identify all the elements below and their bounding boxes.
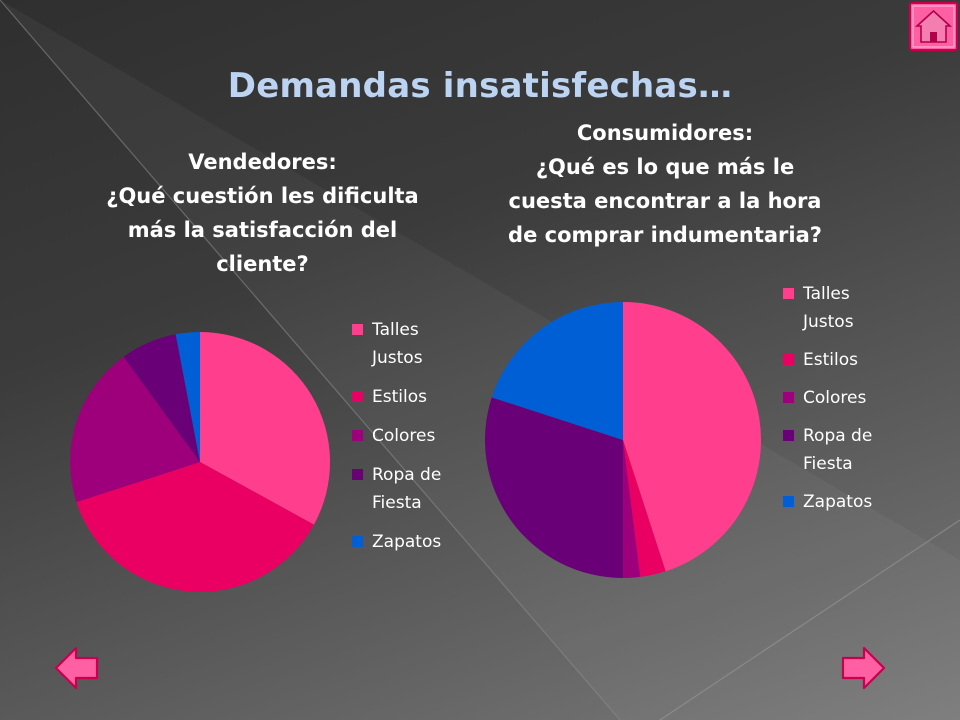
consumidores-chart-title: Consumidores: ¿Qué es lo que más le cues… <box>480 116 850 252</box>
pie-slice-estilos <box>623 440 666 577</box>
pie-slice-zapatos <box>175 332 200 462</box>
pie-slice-ropa-de-fiesta <box>123 334 200 462</box>
legend-label-fiesta: Fiesta <box>803 454 853 474</box>
legend-label-estilos: Estilos <box>803 350 858 370</box>
consumidores-legend: Talles Justos Estilos Colores Ropa de Fies… <box>783 280 893 526</box>
legend-label-fiesta: Fiesta <box>372 493 422 513</box>
legend-item-ropa-de-fiesta: Ropa de Fiesta <box>783 422 893 478</box>
legend-label-estilos: Estilos <box>372 387 427 407</box>
legend-label-talles: Talles <box>372 320 419 340</box>
legend-swatch-ropa-de-fiesta <box>783 430 794 441</box>
legend-swatch-estilos <box>783 354 794 365</box>
legend-item-estilos: Estilos <box>783 346 893 374</box>
pie-slice-ropa-de-fiesta <box>485 397 623 578</box>
arrow-left-icon <box>54 646 99 690</box>
legend-item-talles-justos: Talles Justos <box>783 280 893 336</box>
pie-slice-colores <box>623 440 641 578</box>
legend-item-colores: Colores <box>783 384 893 412</box>
legend-swatch-colores <box>352 430 363 441</box>
home-icon <box>909 2 958 51</box>
legend-label-justos: Justos <box>372 348 423 368</box>
legend-swatch-zapatos <box>352 536 363 547</box>
legend-label-zapatos: Zapatos <box>372 532 442 552</box>
pie-slice-talles-justos <box>623 302 761 572</box>
legend-swatch-colores <box>783 392 794 403</box>
pie-slice-talles-justos <box>200 332 330 525</box>
vendedores-title-line-1: Vendedores: <box>188 150 337 174</box>
legend-item-ropa-de-fiesta: Ropa de Fiesta <box>352 461 462 517</box>
legend-swatch-zapatos <box>783 496 794 507</box>
legend-item-talles-justos: Talles Justos <box>352 316 462 372</box>
legend-item-zapatos: Zapatos <box>783 488 893 516</box>
legend-swatch-estilos <box>352 391 363 402</box>
arrow-right-icon <box>841 646 886 690</box>
legend-label-colores: Colores <box>372 426 436 446</box>
legend-label-talles: Talles <box>803 284 850 304</box>
legend-swatch-ropa-de-fiesta <box>352 469 363 480</box>
legend-item-estilos: Estilos <box>352 383 462 411</box>
vendedores-legend: Talles Justos Estilos Colores Ropa de Fies… <box>352 316 462 567</box>
consumidores-title-line-3: cuesta encontrar a la hora <box>508 189 822 213</box>
home-button[interactable] <box>909 2 958 51</box>
next-slide-button[interactable] <box>840 645 886 691</box>
legend-swatch-talles-justos <box>352 324 363 335</box>
consumidores-title-line-4: de comprar indumentaria? <box>508 223 822 247</box>
legend-label-ropa-de: Ropa de <box>372 465 442 485</box>
pie-slice-colores <box>70 356 201 503</box>
consumidores-title-line-1: Consumidores: <box>576 121 754 145</box>
legend-label-colores: Colores <box>803 388 867 408</box>
consumidores-title-line-2: ¿Qué es lo que más le <box>535 155 795 179</box>
consumidores-pie-chart <box>485 302 761 578</box>
vendedores-title-line-2: ¿Qué cuestión les dificulta <box>106 184 419 208</box>
legend-label-ropa-de: Ropa de <box>803 426 873 446</box>
legend-item-colores: Colores <box>352 422 462 450</box>
legend-item-zapatos: Zapatos <box>352 528 462 556</box>
previous-slide-button[interactable] <box>54 645 100 691</box>
vendedores-chart-title: Vendedores: ¿Qué cuestión les dificulta … <box>90 145 435 281</box>
vendedores-title-line-4: cliente? <box>216 252 309 276</box>
vendedores-pie-chart <box>70 332 330 592</box>
legend-label-zapatos: Zapatos <box>803 492 873 512</box>
legend-swatch-talles-justos <box>783 288 794 299</box>
legend-label-justos: Justos <box>803 312 854 332</box>
slide-title: Demandas insatisfechas… <box>227 66 733 106</box>
vendedores-title-line-3: más la satisfacción del <box>127 218 398 242</box>
pie-slice-zapatos <box>491 302 623 440</box>
pie-slice-estilos <box>76 462 314 592</box>
